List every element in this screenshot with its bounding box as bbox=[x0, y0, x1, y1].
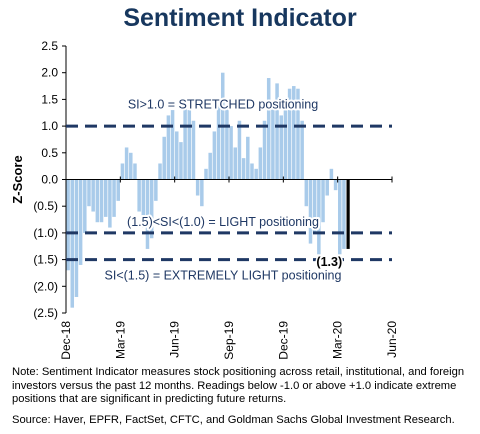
reference-line-label: SI>1.0 = STRETCHED positioning bbox=[128, 98, 318, 112]
data-bar bbox=[191, 120, 196, 180]
chart-title: Sentiment Indicator bbox=[123, 4, 357, 32]
data-bar bbox=[271, 104, 275, 180]
data-bar bbox=[183, 99, 187, 180]
data-bar bbox=[74, 179, 79, 297]
data-bar bbox=[300, 120, 304, 180]
data-bar bbox=[145, 179, 150, 249]
y-axis-title: Z-Score bbox=[10, 155, 25, 203]
y-tick-label: (1.0) bbox=[33, 226, 58, 240]
bars-layer bbox=[66, 72, 350, 308]
data-bar bbox=[212, 131, 217, 180]
data-bar bbox=[321, 179, 325, 223]
data-bar bbox=[149, 179, 154, 239]
data-bar bbox=[233, 147, 238, 180]
data-bar bbox=[325, 179, 329, 196]
data-bar bbox=[158, 163, 162, 180]
data-bar bbox=[317, 179, 321, 255]
data-bar bbox=[175, 131, 179, 180]
data-bar bbox=[66, 179, 70, 271]
data-bar bbox=[296, 88, 300, 180]
data-bar bbox=[91, 179, 95, 212]
y-tick-label: 0.5 bbox=[41, 146, 58, 160]
data-bar bbox=[166, 115, 171, 180]
y-tick-label: 1.5 bbox=[41, 92, 58, 106]
data-bar bbox=[279, 115, 283, 180]
x-tick-label: Mar-19 bbox=[113, 321, 127, 359]
data-bar bbox=[87, 179, 91, 207]
data-bar bbox=[137, 179, 141, 212]
data-bar bbox=[241, 158, 246, 180]
current-value-label: (1.3) bbox=[316, 255, 342, 269]
data-bar bbox=[124, 147, 129, 180]
x-tick-label: Jun-19 bbox=[168, 321, 182, 358]
reference-line-label: SI<(1.5) = EXTREMELY LIGHT positioning bbox=[105, 269, 342, 283]
data-bar bbox=[95, 179, 100, 223]
data-bar bbox=[342, 179, 346, 249]
data-bar bbox=[195, 179, 200, 196]
data-bar bbox=[170, 110, 175, 180]
reference-line-label: (1.5)<SI<(1.0) = LIGHT positioning bbox=[127, 215, 319, 229]
x-tick-label: Dec-18 bbox=[59, 321, 73, 360]
data-bar bbox=[266, 78, 271, 180]
data-bar bbox=[141, 179, 146, 228]
data-bar bbox=[187, 110, 192, 180]
y-tick-label: (1.5) bbox=[33, 253, 58, 267]
data-bar bbox=[304, 179, 309, 207]
y-tick-label: (2.0) bbox=[33, 279, 58, 293]
data-bar bbox=[250, 163, 254, 180]
data-bar bbox=[287, 88, 292, 180]
reference-lines-layer bbox=[66, 124, 392, 262]
data-bar bbox=[129, 152, 133, 180]
data-bar bbox=[338, 179, 342, 255]
x-tick-label: Jun-20 bbox=[385, 321, 399, 358]
y-tick-label: 2.5 bbox=[41, 39, 58, 53]
data-bar bbox=[229, 126, 233, 180]
data-bar bbox=[216, 99, 221, 180]
data-bar bbox=[262, 120, 267, 180]
y-tick-label: (0.5) bbox=[33, 199, 58, 213]
y-tick-label: 0.0 bbox=[41, 173, 58, 187]
data-bar bbox=[308, 179, 313, 244]
data-bar bbox=[120, 163, 125, 180]
labels-layer: SI>1.0 = STRETCHED positioning (1.5)<SI<(… bbox=[103, 96, 344, 285]
data-bar bbox=[225, 104, 229, 180]
y-tick-label: 2.0 bbox=[41, 66, 58, 80]
x-tick-label: Mar-20 bbox=[331, 321, 345, 359]
data-bar bbox=[133, 163, 137, 180]
data-bar bbox=[112, 179, 116, 217]
y-tick-label: 1.0 bbox=[41, 119, 58, 133]
x-tick-label: Sep-19 bbox=[222, 321, 236, 360]
axis-layer: 2.5 2.0 1.5 1.0 0.5 0.0 (0.5) (1.0) (1.5) (2.0) (2… bbox=[10, 39, 399, 360]
data-bar bbox=[179, 142, 183, 180]
data-bar bbox=[70, 179, 75, 308]
data-bar bbox=[312, 179, 317, 233]
data-bar bbox=[162, 136, 166, 180]
data-bar bbox=[208, 152, 212, 180]
data-bar bbox=[99, 179, 104, 223]
data-bar bbox=[154, 179, 158, 201]
data-bar bbox=[108, 179, 112, 228]
data-bar bbox=[246, 136, 250, 180]
data-bar bbox=[254, 168, 258, 180]
chart-source: Source: Haver, EPFR, FactSet, CFTC, and … bbox=[12, 414, 455, 426]
data-bar bbox=[329, 168, 334, 180]
data-bar bbox=[83, 179, 87, 233]
data-bar bbox=[103, 179, 108, 217]
data-bar bbox=[116, 179, 120, 201]
data-bar bbox=[333, 179, 338, 191]
current-value-bar bbox=[346, 179, 350, 249]
data-bar bbox=[292, 86, 296, 180]
data-bar bbox=[275, 83, 279, 180]
data-bar bbox=[200, 179, 204, 207]
data-bar bbox=[78, 179, 83, 265]
data-bar bbox=[283, 99, 288, 180]
chart-note: Note: Sentiment Indicator measures stock… bbox=[12, 366, 465, 405]
data-bar bbox=[204, 168, 208, 180]
x-tick-label: Dec-19 bbox=[276, 321, 290, 360]
data-bar bbox=[237, 120, 242, 180]
y-tick-label: (2.5) bbox=[33, 306, 58, 320]
data-bar bbox=[258, 147, 263, 180]
